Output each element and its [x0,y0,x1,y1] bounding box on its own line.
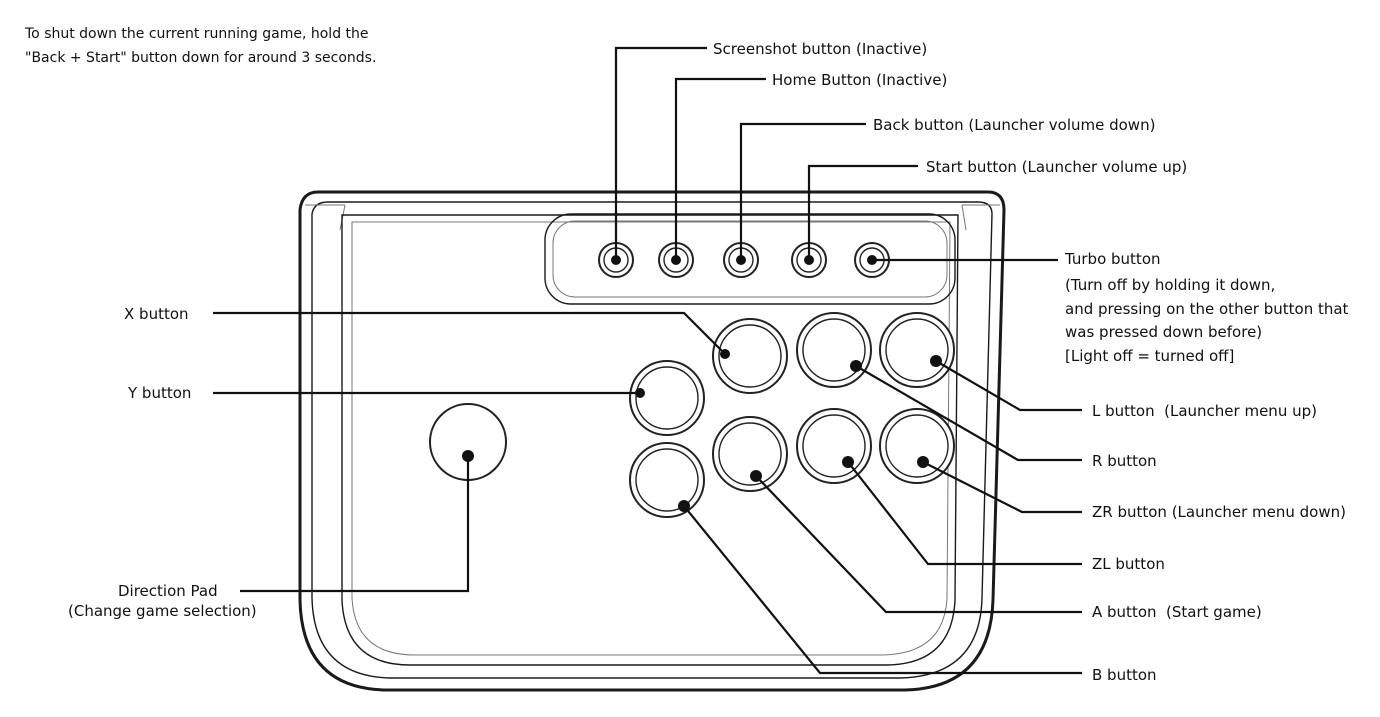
turbo-label-line-1: Turbo button [1064,250,1161,268]
controller-body [298,190,1006,692]
turbo-label: Turbo button (Turn off by holding it dow… [1064,250,1353,365]
r-label: R button [1092,452,1157,470]
zl-button[interactable] [796,408,872,484]
turbo-label-line-2: (Turn off by holding it down, [1065,276,1275,294]
controller-outer-outline [298,190,1006,692]
back-label: Back button (Launcher volume down) [873,116,1155,134]
y-button[interactable] [629,360,705,436]
x-label: X button [124,305,189,323]
l-label: L button (Launcher menu up) [1092,402,1317,420]
shutdown-note-line-1: To shut down the current running game, h… [24,26,369,42]
r-button[interactable] [796,312,872,388]
play-area-outline [341,214,959,666]
r-leader [855,365,1082,462]
l-button[interactable] [879,312,955,388]
home-leader [674,77,766,260]
direction-label: Direction Pad (Change game selection) [68,582,257,620]
controller-inner-outline [311,201,993,679]
turbo-label-line-5: [Light off = turned off] [1065,347,1234,365]
back-leader [739,122,866,260]
turbo-label-line-4: was pressed down before) [1065,323,1262,341]
direction-leader [240,456,470,593]
shutdown-note-line-2: "Back + Start" button down for around 3 … [25,50,376,66]
home-label: Home Button (Inactive) [772,71,947,89]
b-leader [683,505,1082,675]
shutdown-note: To shut down the current running game, h… [24,26,376,66]
a-leader [755,475,1082,614]
zr-leader [922,461,1082,514]
screenshot-leader [614,46,707,260]
x-leader [213,311,726,355]
screenshot-label: Screenshot button (Inactive) [713,40,927,58]
x-button[interactable] [712,318,788,394]
a-button[interactable] [712,416,788,492]
b-label: B button [1092,666,1157,684]
zr-label: ZR button (Launcher menu down) [1092,503,1346,521]
y-label: Y button [127,384,191,402]
zl-label: ZL button [1092,555,1165,573]
start-leader [807,164,918,260]
l-leader [935,360,1082,412]
play-area-inner-outline [351,221,951,656]
turbo-label-line-3: and pressing on the other button that [1065,300,1349,318]
direction-label-line-2: (Change game selection) [68,602,257,620]
zl-leader [847,461,1082,566]
start-label: Start button (Launcher volume up) [926,158,1187,176]
direction-label-line-1: Direction Pad [118,582,218,600]
a-label: A button (Start game) [1092,603,1262,621]
b-button[interactable] [629,442,705,518]
controller-top-edge [305,204,1000,231]
leader-lines [213,46,1082,675]
